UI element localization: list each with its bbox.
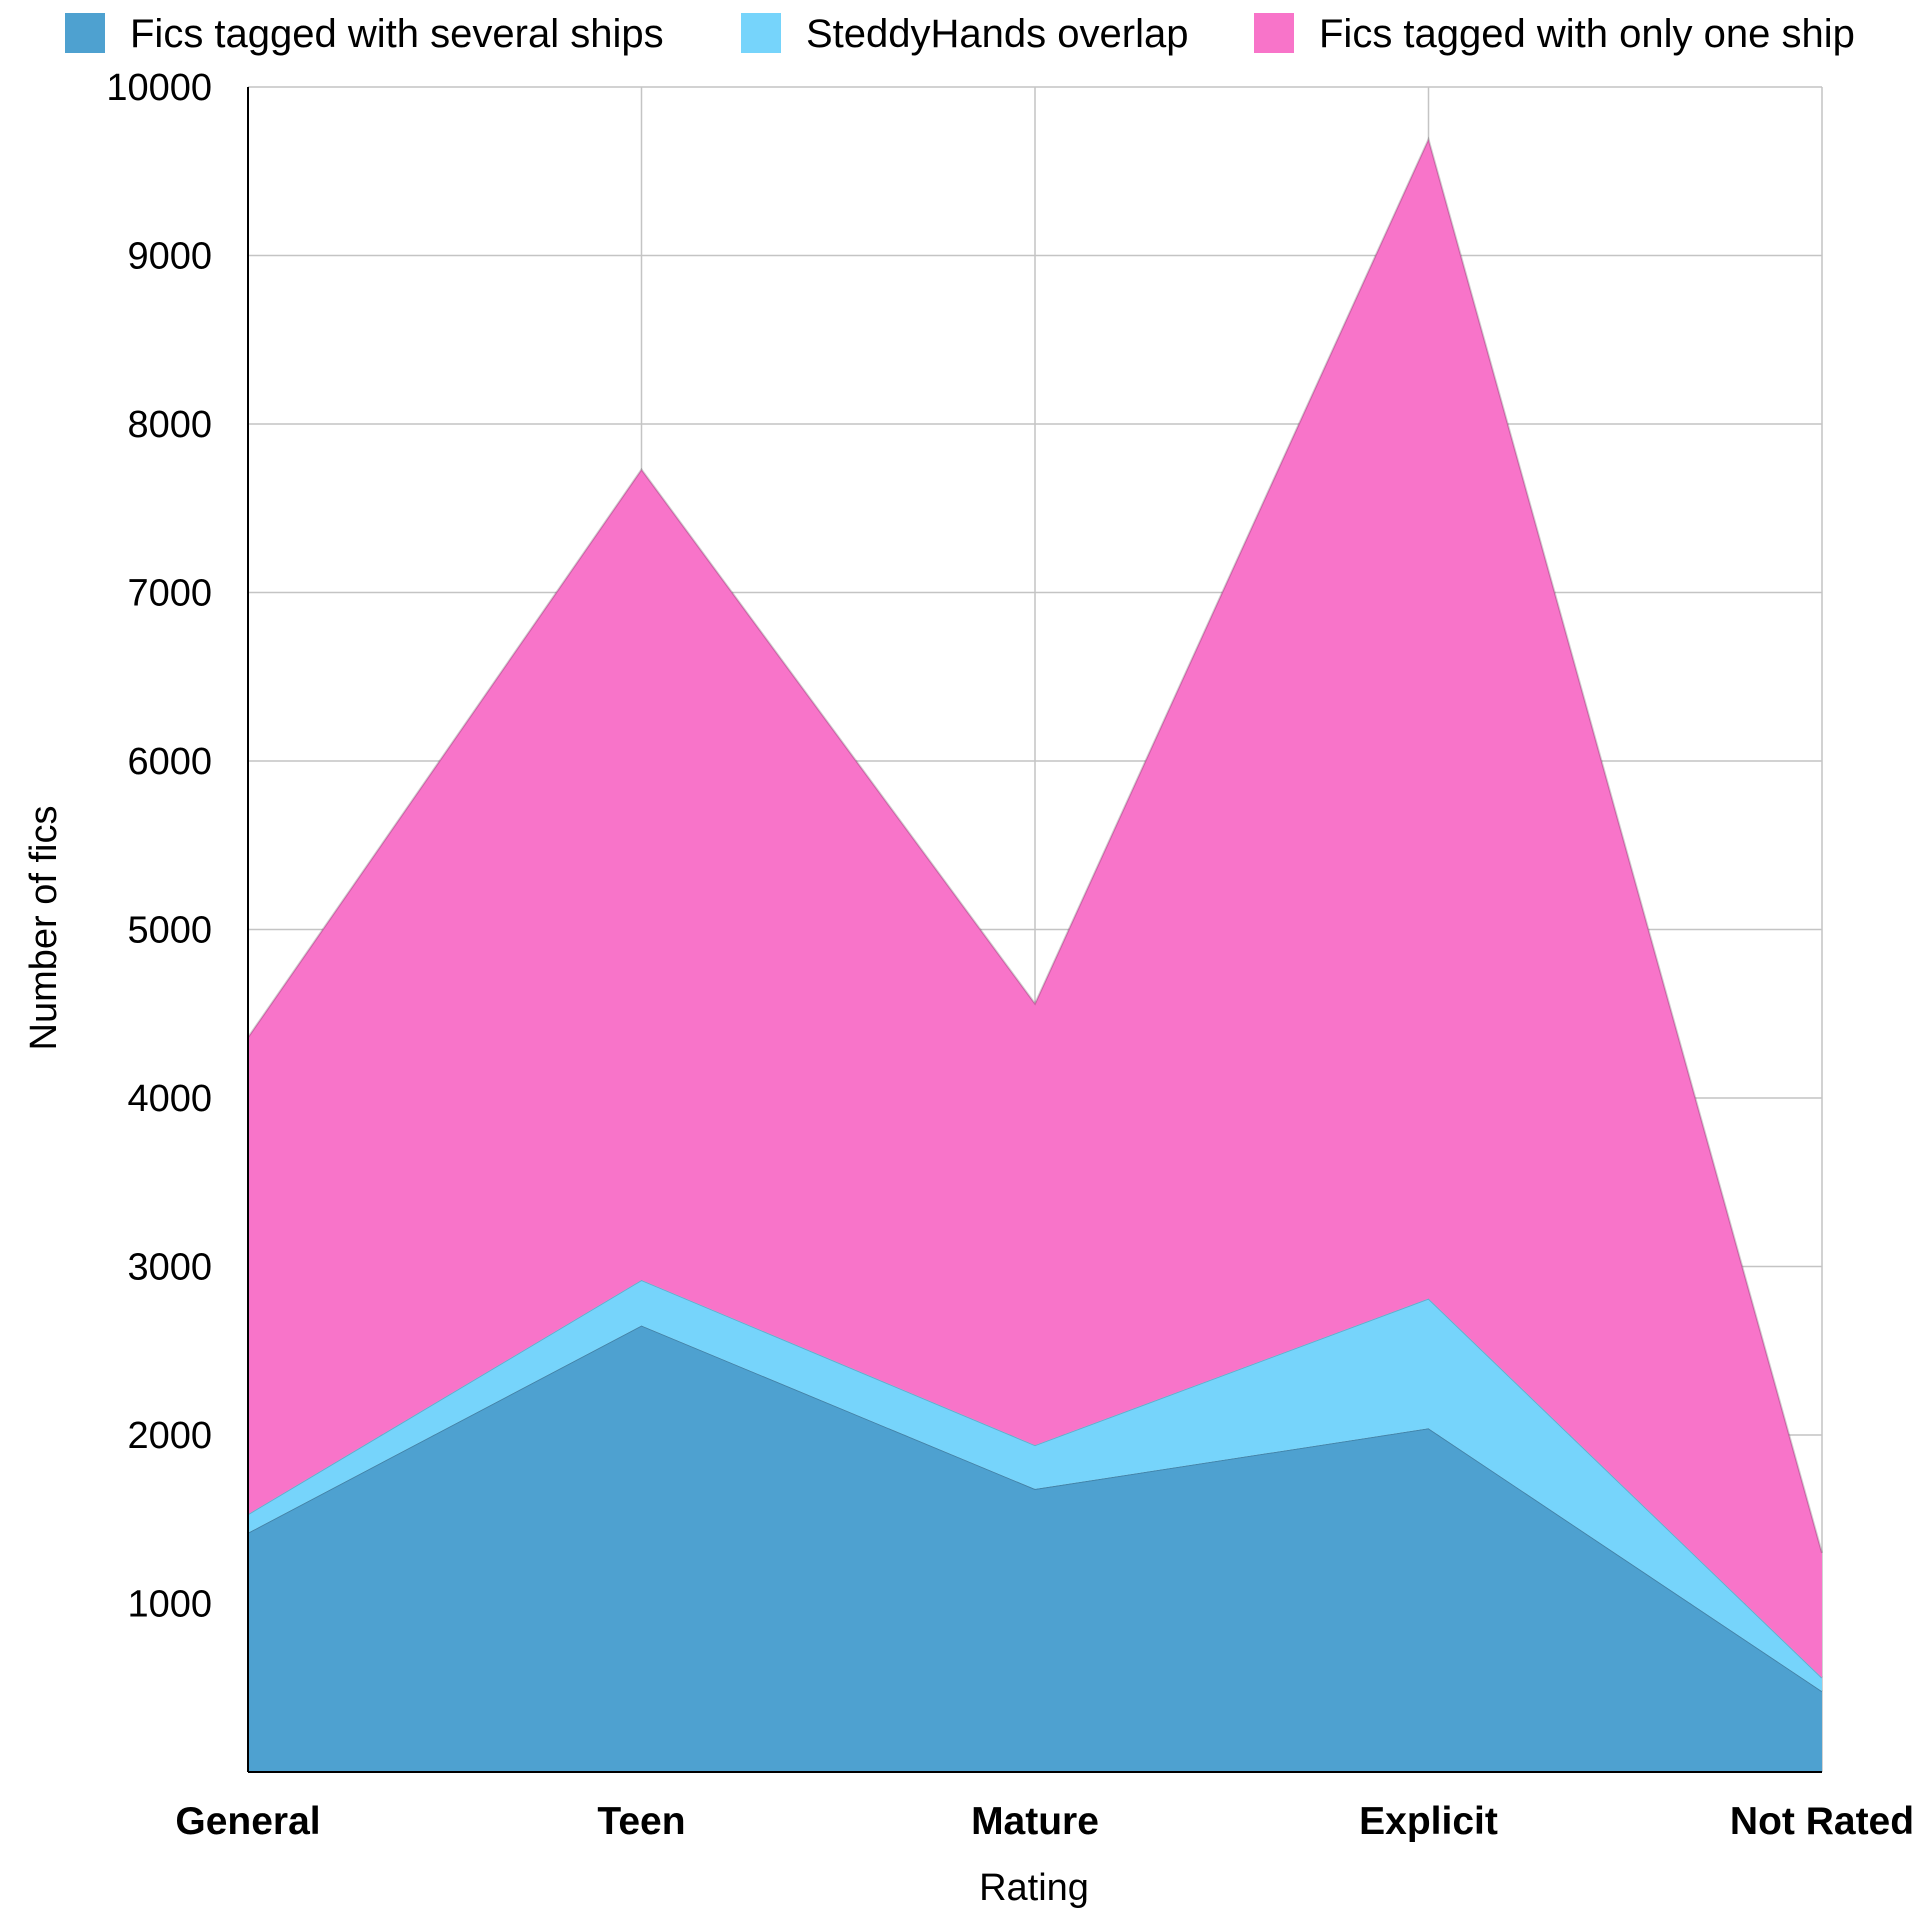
y-tick-label: 9000	[127, 236, 212, 278]
legend-item: Fics tagged with several ships	[65, 12, 664, 56]
x-axis-title: Rating	[979, 1867, 1089, 1909]
x-tick-label: General	[175, 1800, 320, 1843]
x-tick-label: Not Rated	[1730, 1800, 1914, 1843]
y-axis-title: Number of fics	[23, 806, 65, 1051]
x-tick-label: Explicit	[1359, 1800, 1498, 1843]
x-tick-label: Mature	[971, 1800, 1099, 1843]
y-tick-label: 5000	[127, 910, 212, 952]
legend-item: SteddyHands overlap	[741, 12, 1188, 56]
legend-label: Fics tagged with several ships	[130, 12, 664, 56]
y-tick-label: 7000	[127, 573, 212, 615]
y-tick-label: 1000	[127, 1584, 212, 1626]
legend-item: Fics tagged with only one ship	[1254, 12, 1855, 56]
y-tick-label: 8000	[127, 404, 212, 446]
legend-label: SteddyHands overlap	[806, 12, 1188, 56]
axes	[247, 87, 1822, 1773]
legend-swatch	[1254, 13, 1294, 53]
legend-swatch	[65, 13, 105, 53]
y-tick-labels: 1000 2000 3000 4000 5000 6000 7000 8000 9000 1000…	[106, 67, 212, 1626]
area-fics-tagged-with-only-one-ship	[248, 139, 1822, 1678]
x-tick-label: Teen	[597, 1800, 685, 1843]
y-tick-label: 10000	[106, 67, 212, 109]
area-edge-fics-tagged-with-only-one-ship	[247, 136, 1823, 1554]
y-tick-label: 4000	[127, 1078, 212, 1120]
x-tick-labels: General Teen Mature Explicit Not Rated	[175, 1800, 1914, 1843]
legend-swatch	[741, 13, 781, 53]
area-steddyhands-overlap	[248, 1279, 1822, 1692]
legend: Fics tagged with several ships SteddyHand…	[65, 12, 1855, 56]
y-tick-label: 6000	[127, 741, 212, 783]
y-tick-label: 2000	[127, 1415, 212, 1457]
legend-label: Fics tagged with only one ship	[1319, 12, 1855, 56]
y-tick-label: 3000	[127, 1247, 212, 1289]
area-fics-tagged-with-several-ships	[248, 1325, 1822, 1772]
series-areas	[247, 136, 1823, 1772]
